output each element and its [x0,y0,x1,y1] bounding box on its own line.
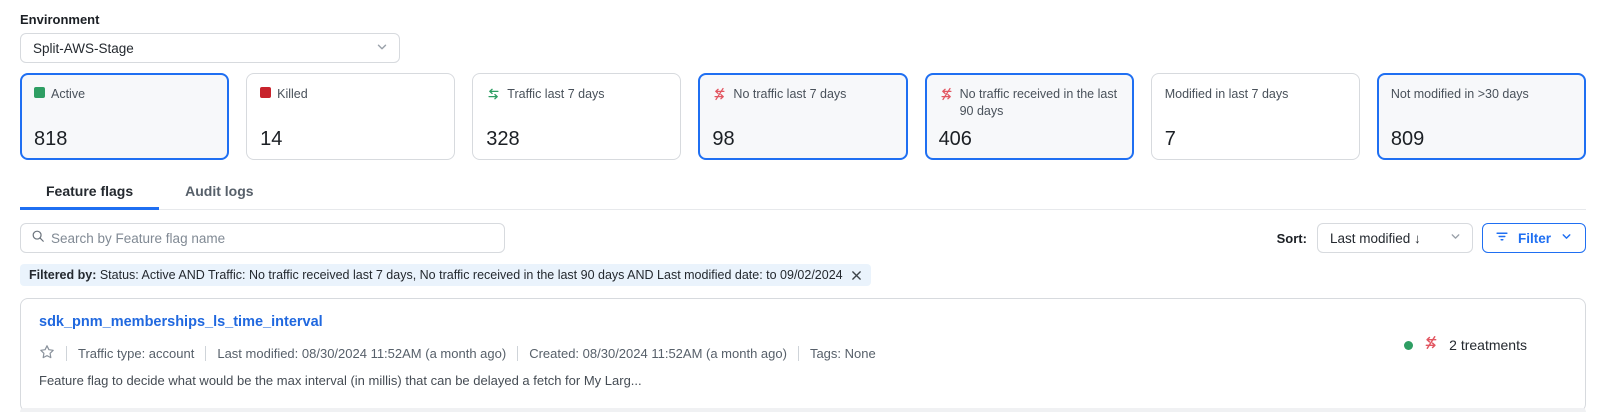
stat-card-no-traffic-90-days[interactable]: No traffic received in the last 90 days … [924,73,1134,160]
stat-card-active[interactable]: Active 818 [20,73,230,160]
chevron-down-icon [1449,230,1462,246]
killed-status-icon [260,87,272,98]
search-input[interactable] [51,230,494,246]
stat-card-label: Modified in last 7 days [1164,87,1289,101]
stat-card-label: Active [51,87,86,101]
stat-card-no-traffic-last-7-days[interactable]: No traffic last 7 days 98 [698,73,908,160]
tab-bar: Feature flags Audit logs [20,174,1586,210]
filter-button-label: Filter [1517,230,1551,246]
feature-flag-description: Feature flag to decide what would be the… [39,373,642,388]
sort-select[interactable]: Last modified ↓ [1316,223,1473,253]
stat-card-label: Killed [277,87,308,101]
tab-feature-flags[interactable]: Feature flags [20,174,160,210]
created-date: Created: 08/30/2024 11:52AM (a month ago… [529,346,787,361]
no-traffic-arrows-icon [1423,335,1439,355]
filter-icon [1495,230,1509,246]
stat-card-value: 7 [1164,128,1176,150]
stat-card-modified-last-7-days[interactable]: Modified in last 7 days 7 [1150,73,1360,160]
search-box[interactable] [20,223,505,253]
stat-card-label: Traffic last 7 days [507,87,605,101]
filter-chip-prefix: Filtered by: [29,268,97,282]
filter-applied-chip: Filtered by: Status: Active AND Traffic:… [20,264,871,286]
chevron-down-icon [375,40,389,57]
stat-card-value: 98 [712,128,735,150]
stat-card-not-modified-30-days[interactable]: Not modified in >30 days 809 [1376,73,1586,160]
stat-card-label: No traffic last 7 days [733,87,847,101]
tab-audit-logs[interactable]: Audit logs [185,183,254,199]
star-icon[interactable] [39,344,55,363]
environment-select[interactable]: Split-AWS-Stage [20,33,400,63]
chevron-down-icon [1560,230,1573,246]
status-cards-row: Active 818 Killed 14 Traffic last 7 days… [20,73,1586,160]
feature-flag-row[interactable]: sdk_pnm_memberships_ls_time_interval 2 t… [20,298,1586,412]
treatments-count: 2 treatments [1449,337,1527,353]
traffic-arrows-icon [486,87,501,106]
filter-chip-text: Status: Active AND Traffic: No traffic r… [96,268,843,282]
stat-card-label: No traffic received in the last 90 days [959,87,1118,118]
next-row-edge [20,408,1586,412]
tags: Tags: None [809,346,876,361]
stat-card-value: 328 [486,128,520,150]
no-traffic-arrows-icon [939,87,954,106]
stat-card-value: 406 [938,128,972,150]
sort-label: Sort: [1276,230,1307,246]
filter-button[interactable]: Filter [1481,223,1586,253]
environment-selected-value: Split-AWS-Stage [33,40,134,56]
active-status-icon [34,87,45,98]
feature-flag-name-link[interactable]: sdk_pnm_memberships_ls_time_interval [39,314,323,330]
traffic-type: Traffic type: account [78,346,195,361]
stat-card-value: 14 [260,128,283,150]
stat-card-killed[interactable]: Killed 14 [246,73,456,160]
remove-filter-icon[interactable] [851,270,862,281]
no-traffic-arrows-icon [712,87,727,106]
active-dot-icon [1404,340,1414,350]
treatments-summary: 2 treatments [1404,335,1527,355]
stat-card-value: 809 [1390,128,1425,150]
stat-card-value: 818 [34,128,68,150]
stat-card-traffic-last-7-days[interactable]: Traffic last 7 days 328 [472,73,682,160]
stat-card-label: Not modified in >30 days [1390,87,1529,101]
environment-label: Environment [20,12,100,27]
last-modified: Last modified: 08/30/2024 11:52AM (a mon… [217,346,507,361]
sort-selected-value: Last modified ↓ [1329,230,1421,246]
feature-flag-meta-row: Traffic type: account Last modified: 08/… [39,344,1567,363]
list-toolbar: Sort: Last modified ↓ Filter [20,223,1586,253]
search-icon [31,229,45,248]
